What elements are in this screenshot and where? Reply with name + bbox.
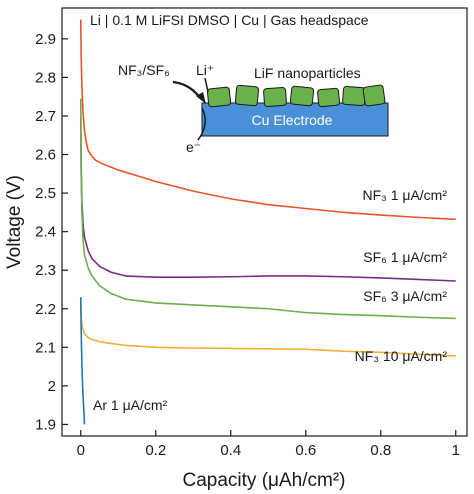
annotation-ar-1: Ar 1 μA/cm² [93, 397, 168, 413]
axis-ticks: 0 0.2 0.4 0.6 0.8 1 1.9 2 2.1 2.2 2.3 2.4 2.5 2.6 2.7 2… [35, 31, 460, 459]
y-tick-label: 2.5 [35, 185, 56, 202]
electron-arrow [197, 107, 206, 141]
x-tick-label: 0.4 [220, 442, 241, 459]
x-tick-label: 0.8 [370, 442, 391, 459]
nanoparticle [206, 86, 232, 108]
x-tick-label: 0.6 [295, 442, 316, 459]
nanoparticle [362, 84, 386, 107]
li-arrow [204, 77, 209, 93]
annotation-nf3-1: NF₃ 1 μA/cm² [362, 187, 447, 203]
x-tick-label: 0.2 [145, 442, 166, 459]
inset-schematic: Cu Electrode LiF nanoparticles NF₃/SF₆ L… [118, 62, 389, 155]
nanoparticle [342, 85, 366, 107]
chart-title: Li | 0.1 M LiFSI DMSO | Cu | Gas headspa… [90, 12, 369, 28]
nanoparticle [289, 85, 315, 107]
y-tick-label: 2.1 [35, 339, 56, 356]
series-lines [79, 19, 456, 425]
y-tick-label: 1.9 [35, 416, 56, 433]
gas-label: NF₃/SF₆ [118, 62, 170, 78]
li-ion-label: Li⁺ [196, 62, 214, 78]
electron-label: e⁻ [186, 139, 201, 155]
y-tick-label: 2 [48, 378, 56, 395]
lif-label: LiF nanoparticles [254, 65, 361, 81]
y-tick-label: 2.4 [35, 224, 56, 241]
plot-frame [61, 7, 468, 437]
x-tick-label: 0 [77, 442, 85, 459]
y-tick-label: 2.7 [35, 108, 56, 125]
y-tick-label: 2.2 [35, 301, 56, 318]
lif-nanoparticles [206, 84, 386, 108]
gas-arrow [172, 80, 201, 99]
annotation-sf6-3: SF₆ 3 μA/cm² [363, 288, 447, 304]
annotation-sf6-1: SF₆ 1 μA/cm² [363, 249, 447, 265]
y-tick-label: 2.3 [35, 262, 56, 279]
series-line [79, 19, 456, 221]
nanoparticle [263, 86, 287, 108]
y-tick-label: 2.9 [35, 31, 56, 48]
series-line [79, 297, 456, 357]
annotation-nf3-10: NF₃ 10 μA/cm² [355, 348, 448, 364]
nanoparticle [234, 84, 259, 107]
y-tick-label: 2.8 [35, 69, 56, 86]
cu-electrode [201, 102, 389, 137]
y-tick-label: 2.6 [35, 147, 56, 164]
x-tick-label: 1 [452, 442, 460, 459]
gas-arrow-head [196, 92, 206, 104]
x-axis-title: Capacity (μAh/cm²) [183, 470, 346, 491]
nanoparticle [317, 87, 340, 108]
series-line [79, 98, 456, 320]
series-line [79, 297, 86, 425]
electrode-label: Cu Electrode [252, 112, 333, 128]
y-axis-title: Voltage (V) [4, 175, 25, 269]
